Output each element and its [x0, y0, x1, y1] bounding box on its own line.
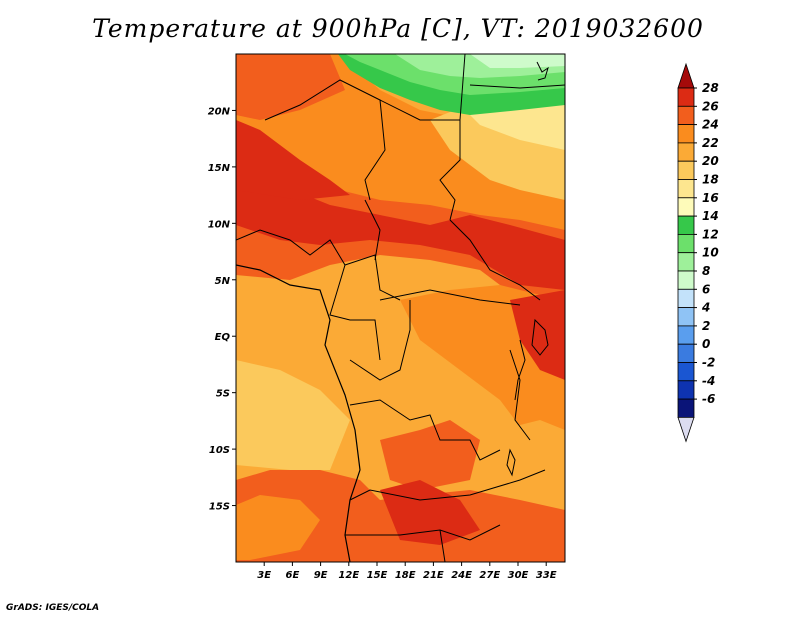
colorbar-swatch [677, 380, 695, 400]
colorbar-swatch [677, 398, 695, 418]
colorbar-swatch [677, 197, 695, 217]
x-tick-label: 18E [395, 570, 416, 581]
colorbar-swatch [677, 179, 695, 199]
colorbar-label: 22 [702, 136, 719, 150]
colorbar-swatch [677, 215, 695, 235]
colorbar-label: 26 [702, 99, 719, 113]
temperature-field [236, 54, 565, 562]
border-line [349, 469, 546, 501]
colorbar-label: 12 [702, 227, 719, 241]
y-tick-label: EQ [215, 332, 231, 343]
chart-title: Temperature at 900hPa [C], VT: 201903260… [92, 14, 704, 43]
x-tick-label: 27E [479, 570, 500, 581]
colorbar-label: 2 [702, 319, 710, 333]
colorbar-label: 6 [702, 282, 710, 296]
colorbar-swatch [677, 252, 695, 272]
colorbar-label: 0 [702, 337, 710, 351]
x-tick-label: 12E [338, 570, 359, 581]
x-tick-label: 21E [423, 570, 444, 581]
lake-outline [506, 448, 516, 477]
border-line [349, 399, 501, 461]
border-line [364, 199, 381, 261]
band-20-se [500, 420, 565, 500]
border-line [379, 99, 461, 221]
y-tick-label: 5N [215, 276, 231, 287]
x-tick-label: 30E [508, 570, 529, 581]
y-tick-label: 20N [208, 106, 231, 117]
colorbar-label: 8 [702, 264, 710, 278]
colorbar-label: 16 [702, 191, 719, 205]
lake-outline [514, 339, 526, 401]
border-line [236, 229, 401, 301]
colorbar-label: 14 [702, 209, 719, 223]
colorbar-swatch [677, 362, 695, 382]
border-line [469, 84, 565, 89]
colorbar-swatch [677, 343, 695, 363]
colorbar-label: -2 [702, 356, 715, 370]
x-tick-label: 33E [536, 570, 557, 581]
credit-label: GrADS: IGES/COLA [6, 603, 100, 613]
colorbar-label: 4 [701, 301, 710, 315]
coastline [236, 264, 361, 562]
plot-frame [235, 53, 566, 563]
band-18-atlantic [236, 360, 350, 470]
x-tick-label: 15E [367, 570, 388, 581]
colorbar-label: -4 [702, 374, 715, 388]
x-tick-label: 24E [451, 570, 472, 581]
colorbar-swatch [677, 142, 695, 162]
colorbar-swatch [677, 325, 695, 345]
colorbar-label: 28 [702, 81, 719, 95]
colorbar-swatch [677, 233, 695, 254]
colorbar-label: 24 [702, 118, 719, 132]
colorbar-swatch [677, 288, 695, 308]
band-20-central [236, 290, 520, 450]
colorbar-swatch [677, 307, 695, 327]
colorbar-label: -6 [702, 392, 715, 406]
colorbar-swatch [677, 124, 695, 144]
colorbar-label: 10 [702, 246, 719, 260]
band-26-west [236, 120, 350, 200]
country-borders [236, 54, 565, 562]
colorbar-swatch [677, 270, 695, 290]
x-tick-label: 9E [314, 570, 328, 581]
band-8-north [470, 54, 565, 68]
y-tick-label: 5S [216, 389, 230, 400]
colorbar-label: 18 [702, 173, 719, 187]
y-tick-label: 10N [208, 219, 231, 230]
band-24-nw [236, 54, 345, 120]
band-26-east [510, 290, 565, 380]
band-22-sw [236, 495, 320, 560]
border-line [439, 529, 446, 562]
y-tick-label: 15S [209, 502, 230, 513]
x-axis: 3E 6E 9E 12E 15E 18E 21E 24E 27E 30E 33E [257, 562, 557, 581]
border-line [449, 219, 541, 301]
colorbar-label: 20 [702, 154, 719, 168]
y-axis: 20N 15N 10N 5N EQ 5S 10S 15S [208, 106, 236, 513]
colorbar-swatch [677, 87, 695, 107]
y-tick-label: 15N [208, 163, 231, 174]
x-tick-label: 6E [286, 570, 300, 581]
coast-fragment [536, 61, 549, 81]
border-line [459, 54, 466, 121]
colorbar-swatch [677, 105, 695, 126]
colorbar-top-arrow [677, 62, 695, 89]
border-line [349, 300, 411, 381]
colorbar-swatch [677, 160, 695, 180]
border-line [509, 349, 531, 441]
lake-outline [531, 318, 549, 356]
colorbar-bottom-arrow [677, 417, 695, 443]
border-line [379, 289, 521, 306]
y-tick-label: 10S [209, 445, 230, 456]
band-26-south [380, 480, 480, 545]
border-line [329, 264, 381, 361]
x-tick-label: 3E [257, 570, 271, 581]
band-24-angola [380, 420, 480, 490]
